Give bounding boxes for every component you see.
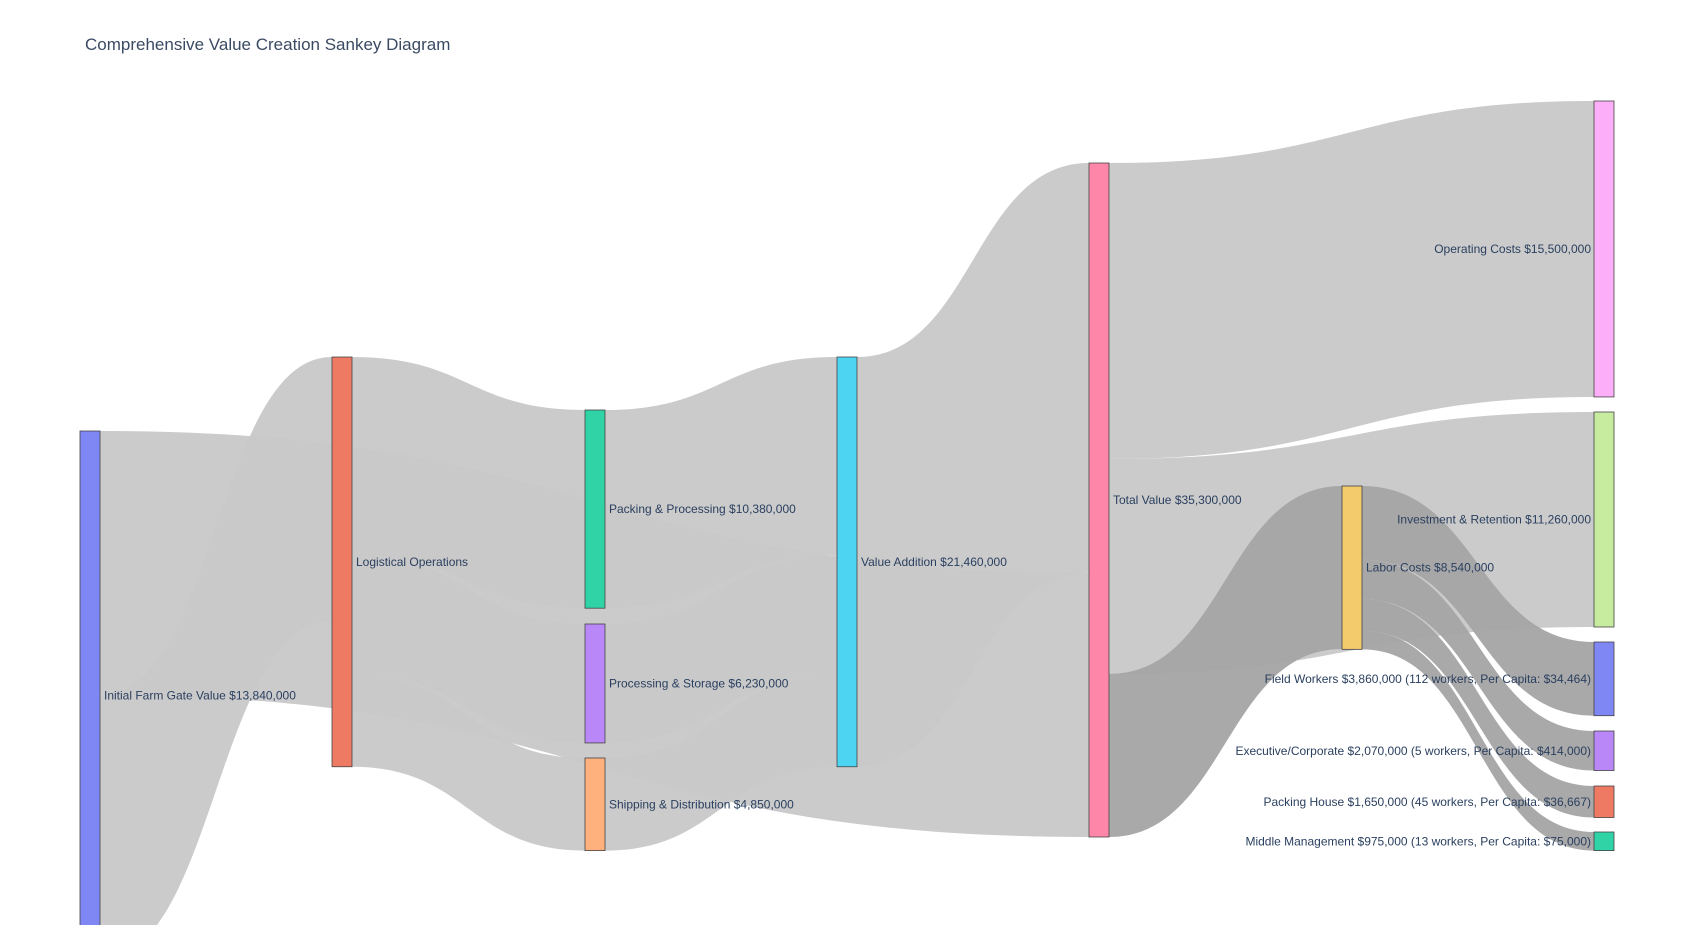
- link-total-to-operating: [1109, 101, 1594, 459]
- node-operating[interactable]: [1593, 100, 1615, 398]
- link-total-to-labor: [1109, 486, 1342, 837]
- node-investment[interactable]: [1593, 411, 1615, 628]
- node-exec[interactable]: [1593, 730, 1615, 771]
- node-farm[interactable]: [79, 430, 101, 925]
- link-labor-to-field: [1362, 486, 1594, 716]
- node-label-storage: Processing & Storage $6,230,000: [609, 676, 789, 690]
- node-label-exec: Executive/Corporate $2,070,000 (5 worker…: [1235, 744, 1591, 758]
- node-label-farm: Initial Farm Gate Value $13,840,000: [104, 688, 296, 702]
- link-labor-to-exec: [1362, 559, 1594, 771]
- node-label-field: Field Workers $3,860,000 (112 workers, P…: [1265, 672, 1591, 686]
- sankey-nodes: [79, 100, 1615, 925]
- node-label-value_add: Value Addition $21,460,000: [861, 555, 1007, 569]
- node-middle[interactable]: [1593, 831, 1615, 852]
- node-labor[interactable]: [1341, 485, 1363, 650]
- node-packhouse[interactable]: [1593, 785, 1615, 818]
- node-value_add[interactable]: [836, 356, 858, 768]
- node-label-operating: Operating Costs $15,500,000: [1434, 242, 1591, 256]
- node-label-logistics: Logistical Operations: [356, 555, 468, 569]
- node-label-middle: Middle Management $975,000 (13 workers, …: [1245, 834, 1591, 848]
- node-label-labor: Labor Costs $8,540,000: [1366, 561, 1494, 575]
- node-field[interactable]: [1593, 641, 1615, 717]
- node-shipping[interactable]: [584, 757, 606, 852]
- node-label-total: Total Value $35,300,000: [1113, 493, 1242, 507]
- link-labor-to-middle: [1362, 630, 1594, 851]
- node-storage[interactable]: [584, 623, 606, 744]
- node-logistics[interactable]: [331, 356, 353, 768]
- node-label-packhouse: Packing House $1,650,000 (45 workers, Pe…: [1263, 795, 1591, 809]
- node-packing[interactable]: [584, 409, 606, 609]
- node-total[interactable]: [1088, 162, 1110, 838]
- sankey-labels: Initial Farm Gate Value $13,840,000 Logis…: [104, 242, 1591, 848]
- node-label-packing: Packing & Processing $10,380,000: [609, 502, 796, 516]
- chart-title: Comprehensive Value Creation Sankey Diag…: [85, 35, 450, 54]
- link-value_add-to-total: [857, 163, 1089, 767]
- node-label-investment: Investment & Retention $11,260,000: [1397, 512, 1591, 526]
- link-labor-to-packhouse: [1362, 599, 1594, 818]
- node-label-shipping: Shipping & Distribution $4,850,000: [609, 797, 794, 811]
